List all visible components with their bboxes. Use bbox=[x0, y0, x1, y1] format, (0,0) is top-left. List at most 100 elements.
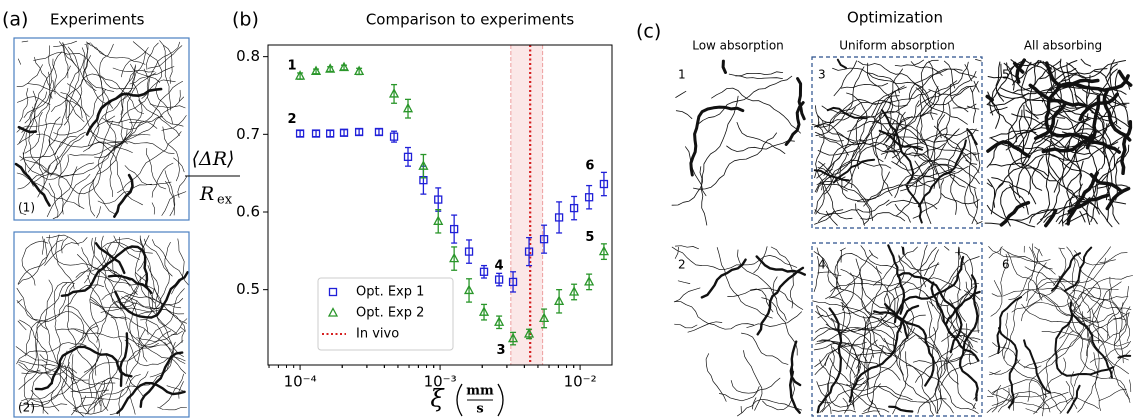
vessel bbox=[814, 131, 844, 142]
vessel bbox=[1027, 311, 1085, 402]
vessel bbox=[871, 68, 903, 124]
vessel bbox=[900, 130, 957, 192]
vessel bbox=[1074, 74, 1091, 181]
vessel bbox=[1020, 60, 1042, 120]
chart-title: Comparison to experiments bbox=[366, 11, 575, 29]
vessel bbox=[24, 112, 43, 154]
vessel bbox=[21, 240, 49, 286]
panel-title: Optimization bbox=[847, 9, 943, 27]
vessel bbox=[1009, 184, 1029, 215]
vessel bbox=[1007, 251, 1056, 275]
vessel bbox=[814, 210, 835, 225]
vessel bbox=[875, 85, 905, 197]
image-frame bbox=[13, 37, 190, 221]
vessel bbox=[97, 64, 136, 128]
image-label: 2 bbox=[678, 258, 686, 272]
vessel bbox=[30, 348, 102, 403]
vessel bbox=[107, 274, 153, 294]
vessel bbox=[705, 353, 727, 402]
vessel bbox=[971, 188, 978, 224]
annotation: 5 bbox=[585, 230, 594, 245]
vessel bbox=[159, 40, 173, 84]
vessel bbox=[796, 77, 806, 121]
vessel bbox=[832, 346, 856, 376]
vessel bbox=[112, 67, 155, 73]
vessel bbox=[730, 377, 781, 394]
vessel bbox=[171, 330, 183, 336]
vessel bbox=[756, 266, 805, 336]
vessel bbox=[814, 355, 830, 375]
vessel bbox=[867, 62, 895, 148]
vessel bbox=[1041, 133, 1094, 154]
vessel bbox=[990, 280, 1003, 317]
vessel bbox=[908, 68, 977, 101]
vessel bbox=[16, 287, 49, 330]
vessel bbox=[1079, 210, 1086, 223]
vessel bbox=[1031, 155, 1044, 191]
vessel bbox=[40, 401, 44, 414]
image-label: 3 bbox=[818, 68, 826, 82]
point bbox=[464, 247, 474, 256]
y-tick-label: 0.6 bbox=[236, 202, 260, 220]
vessel bbox=[950, 174, 957, 215]
x-label-symbol: ξ bbox=[430, 385, 445, 413]
vessel bbox=[49, 47, 85, 146]
vessel bbox=[1051, 252, 1081, 292]
vessel bbox=[164, 170, 176, 217]
vessel bbox=[1034, 246, 1043, 257]
vessel bbox=[863, 345, 884, 412]
vessel bbox=[741, 332, 789, 365]
vessel bbox=[840, 268, 896, 325]
vessel bbox=[124, 165, 172, 186]
vessel bbox=[999, 87, 1042, 96]
vessel bbox=[839, 152, 890, 202]
vessel bbox=[145, 288, 155, 335]
vessel bbox=[940, 360, 980, 386]
vessel bbox=[917, 326, 939, 414]
vessel bbox=[1129, 379, 1132, 392]
vessel bbox=[55, 99, 70, 155]
vessel bbox=[129, 66, 175, 85]
vessel bbox=[100, 75, 144, 114]
vessel bbox=[930, 281, 980, 362]
vessel bbox=[146, 42, 159, 70]
annotation: 4 bbox=[495, 258, 504, 273]
vessel bbox=[1058, 275, 1110, 338]
vessel bbox=[1013, 393, 1019, 411]
vessel bbox=[1101, 59, 1117, 169]
vessel bbox=[924, 249, 939, 277]
vessel bbox=[60, 245, 149, 297]
vessel bbox=[1024, 266, 1114, 323]
vessel bbox=[26, 350, 68, 404]
point bbox=[599, 179, 609, 189]
vessel bbox=[1039, 60, 1078, 80]
vessel bbox=[700, 258, 747, 299]
point bbox=[569, 286, 580, 296]
vessel bbox=[17, 238, 48, 285]
vessel bbox=[867, 265, 883, 358]
vessel bbox=[88, 176, 96, 217]
vessel bbox=[1032, 243, 1053, 270]
vessel bbox=[817, 400, 831, 404]
vessel bbox=[825, 210, 838, 226]
vessel bbox=[1109, 350, 1131, 379]
vessel bbox=[114, 271, 189, 319]
image-label: (2) bbox=[18, 401, 35, 415]
vessel bbox=[19, 319, 53, 385]
vessel bbox=[1008, 156, 1028, 209]
vessel bbox=[1060, 60, 1126, 82]
vessel bbox=[674, 323, 698, 329]
point bbox=[326, 129, 335, 138]
vessel bbox=[1069, 326, 1130, 347]
vessel bbox=[18, 364, 41, 372]
vessel bbox=[813, 328, 847, 341]
vessel bbox=[53, 282, 75, 368]
legend-label: Opt. Exp 2 bbox=[356, 306, 424, 321]
vessel bbox=[873, 246, 918, 286]
vessel bbox=[31, 139, 58, 184]
vessel bbox=[17, 125, 38, 134]
vessel bbox=[726, 140, 795, 152]
vessel bbox=[1025, 68, 1118, 116]
vessel bbox=[894, 59, 924, 67]
